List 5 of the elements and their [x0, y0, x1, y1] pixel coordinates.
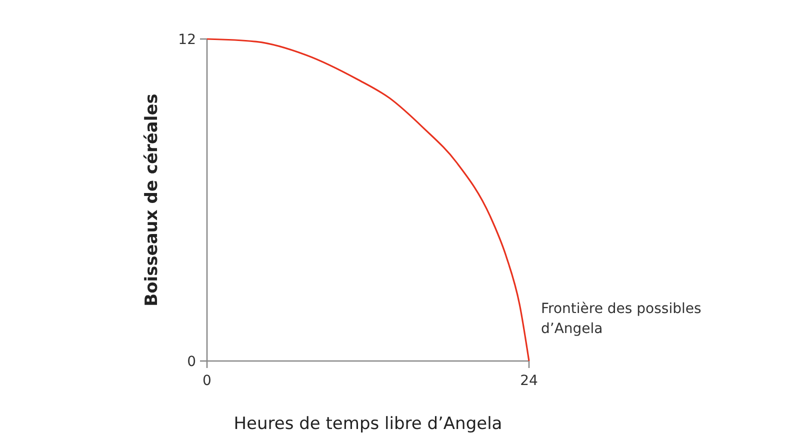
x-tick-label: 24: [520, 373, 538, 389]
series-label: Frontière des possibles d’Angela: [541, 301, 702, 337]
y-axis-title: Boisseaux de céréales: [142, 94, 162, 306]
y-tick-label: 12: [178, 32, 196, 48]
x-axis-title: Heures de temps libre d’Angela: [234, 414, 502, 434]
